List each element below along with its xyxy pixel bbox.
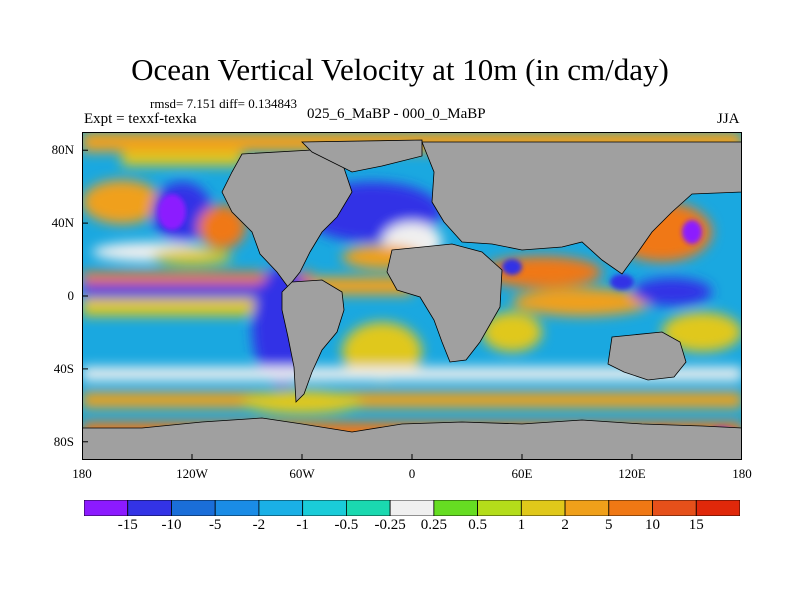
colorbar-swatch <box>127 500 172 516</box>
lon-label: 60E <box>511 466 533 481</box>
colorbar-swatch <box>695 500 740 516</box>
colorbar-label: 15 <box>688 517 704 533</box>
colorbar-swatch <box>171 500 216 516</box>
lat-label: 80S <box>53 433 74 449</box>
colorbar-swatch <box>389 500 435 516</box>
colorbar-swatch <box>564 500 610 516</box>
colorbar-label: 5 <box>605 517 613 533</box>
colorbar-swatch <box>608 500 653 516</box>
colorbar-label: 10 <box>645 517 661 533</box>
lon-label: 180 <box>72 466 92 481</box>
colorbar-label: -2 <box>252 517 266 533</box>
colorbar <box>84 500 740 516</box>
colorbar-label: -0.5 <box>334 517 359 533</box>
colorbar-label: 1 <box>517 517 526 533</box>
colorbar-swatch <box>652 500 697 516</box>
stats-line: rmsd= 7.151 diff= 0.134843 <box>150 96 297 111</box>
chart-title: Ocean Vertical Velocity at 10m (in cm/da… <box>131 52 669 87</box>
colorbar-swatch <box>258 500 304 516</box>
lon-label: 120W <box>176 466 208 481</box>
colorbar-label: 0.25 <box>420 517 447 533</box>
lat-label: 0 <box>67 288 75 303</box>
colorbar-swatch <box>520 500 566 516</box>
velocity-field <box>82 132 742 460</box>
colorbar-swatch <box>84 500 129 516</box>
colorbar-swatch <box>345 500 391 516</box>
lat-label: 40N <box>51 215 74 231</box>
lon-label: 60W <box>289 466 315 481</box>
colorbar-swatch <box>214 500 260 516</box>
colorbar-swatch <box>302 500 347 516</box>
lat-label: 40S <box>53 360 74 376</box>
colorbar-label: -5 <box>208 517 222 533</box>
lon-label: 120E <box>618 466 646 481</box>
subtitle: 025_6_MaBP - 000_0_MaBP <box>307 106 486 122</box>
colorbar-swatch <box>477 500 522 516</box>
colorbar-label: 0.5 <box>468 517 487 533</box>
map-panel <box>82 132 742 460</box>
colorbar-label: -10 <box>161 517 182 533</box>
colorbar-label: -15 <box>117 517 138 533</box>
season-label: JJA <box>717 111 740 127</box>
land-masses <box>82 139 742 460</box>
colorbar-label: -0.25 <box>374 517 406 533</box>
colorbar-swatch <box>433 500 479 516</box>
colorbar-label: -1 <box>296 517 309 533</box>
lon-label: 180 <box>732 466 752 481</box>
colorbar-label: 2 <box>561 517 569 533</box>
lat-label: 80N <box>51 142 74 158</box>
lon-label: 0 <box>408 466 416 481</box>
experiment-label: Expt = texxf-texka <box>84 111 197 127</box>
